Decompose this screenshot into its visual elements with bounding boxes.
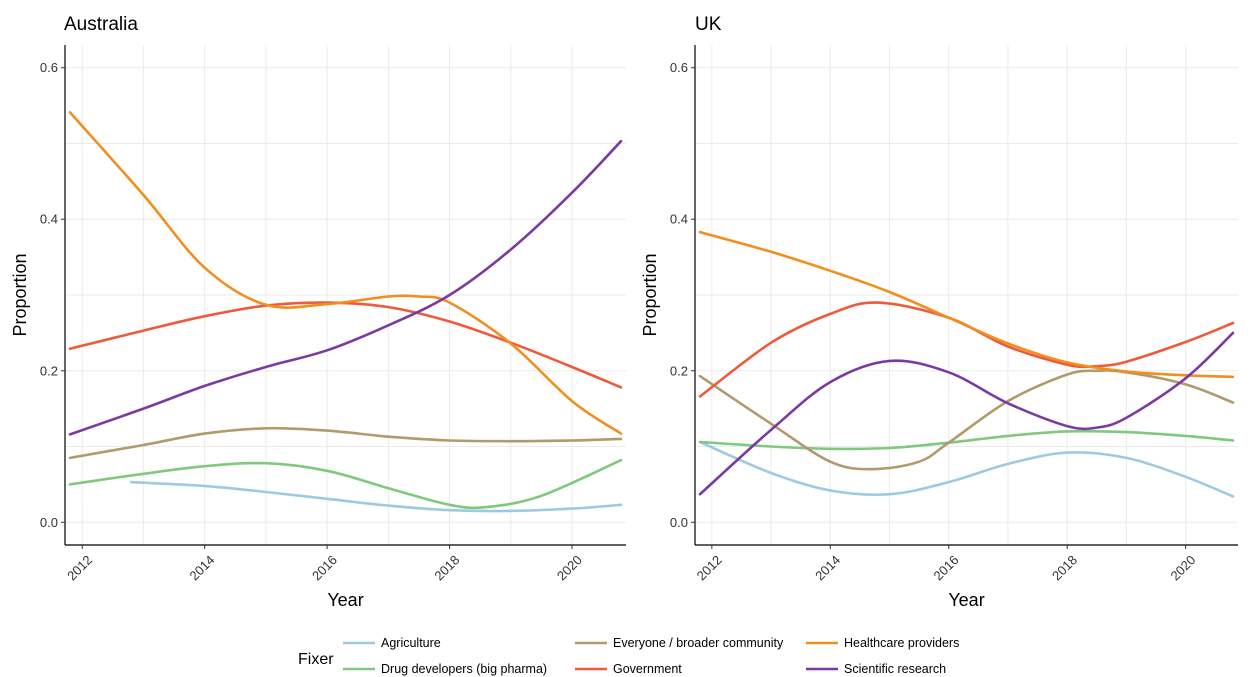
australia-y-tick-label: 0.4 bbox=[40, 212, 58, 227]
uk-x-tick-label: 2014 bbox=[812, 552, 843, 583]
uk-series-drug-developers-big-pharma bbox=[698, 429, 1235, 451]
uk-series-government bbox=[698, 301, 1235, 398]
australia-panel: Australia 0.0 0.2 0.4 0.6 2012 2014 2016 2018 202… bbox=[10, 14, 626, 610]
australia-panel-title: Australia bbox=[64, 14, 138, 35]
australia-y-axis-title: Proportion bbox=[10, 253, 30, 336]
legend-item-drug-developers: Drug developers (big pharma) bbox=[343, 662, 547, 676]
uk-x-axis-title: Year bbox=[948, 590, 984, 610]
australia-gridlines bbox=[65, 45, 626, 545]
australia-series-agriculture bbox=[129, 480, 623, 513]
uk-x-tick-label: 2018 bbox=[1049, 552, 1080, 583]
legend: Fixer Agriculture Drug developers (big p… bbox=[298, 636, 959, 676]
legend-label-scientific-research: Scientific research bbox=[844, 662, 946, 676]
australia-x-axis-title: Year bbox=[327, 590, 363, 610]
legend-label-agriculture: Agriculture bbox=[381, 636, 441, 650]
australia-x-tick-label: 2020 bbox=[554, 552, 585, 583]
uk-y-tick-label: 0.4 bbox=[670, 212, 688, 227]
uk-series-healthcare-providers bbox=[698, 230, 1235, 379]
australia-x-tick-label: 2014 bbox=[187, 552, 218, 583]
australia-y-tick-label: 0.2 bbox=[40, 363, 58, 378]
uk-x-tick-label: 2012 bbox=[694, 552, 725, 583]
australia-y-tick-label: 0.6 bbox=[40, 60, 58, 75]
australia-x-tick-label: 2012 bbox=[64, 552, 95, 583]
australia-series-drug-developers-big-pharma bbox=[68, 458, 623, 510]
australia-series-everyone-broader-community bbox=[68, 426, 623, 460]
uk-series-scientific-research bbox=[698, 331, 1235, 496]
australia-series-healthcare-providers bbox=[68, 111, 623, 435]
legend-label-government: Government bbox=[613, 662, 682, 676]
legend-label-healthcare: Healthcare providers bbox=[844, 636, 959, 650]
australia-series-scientific-research bbox=[68, 139, 623, 436]
legend-item-healthcare: Healthcare providers bbox=[806, 636, 959, 650]
uk-y-tick-label: 0.0 bbox=[670, 515, 688, 530]
uk-series-agriculture bbox=[698, 440, 1235, 498]
legend-label-drug-developers: Drug developers (big pharma) bbox=[381, 662, 547, 676]
uk-series-everyone-broader-community bbox=[698, 369, 1235, 471]
legend-item-scientific-research: Scientific research bbox=[806, 662, 946, 676]
legend-item-everyone: Everyone / broader community bbox=[575, 636, 784, 650]
legend-item-government: Government bbox=[575, 662, 682, 676]
uk-x-tick-label: 2016 bbox=[931, 552, 962, 583]
uk-y-tick-label: 0.6 bbox=[670, 60, 688, 75]
australia-x-tick-label: 2018 bbox=[431, 552, 462, 583]
uk-x-tick-label: 2020 bbox=[1167, 552, 1198, 583]
australia-series-government bbox=[68, 301, 623, 389]
legend-item-agriculture: Agriculture bbox=[343, 636, 441, 650]
uk-y-axis-title: Proportion bbox=[640, 253, 660, 336]
uk-panel-title: UK bbox=[695, 14, 722, 35]
australia-y-tick-label: 0.0 bbox=[40, 515, 58, 530]
legend-label-everyone: Everyone / broader community bbox=[613, 636, 784, 650]
uk-panel: UK 0.0 0.2 0.4 0.6 2012 2014 2016 2018 2020 Year Pr… bbox=[640, 14, 1238, 610]
uk-y-tick-label: 0.2 bbox=[670, 363, 688, 378]
uk-gridlines bbox=[695, 45, 1238, 545]
australia-x-tick-label: 2016 bbox=[309, 552, 340, 583]
legend-title: Fixer bbox=[298, 651, 334, 668]
